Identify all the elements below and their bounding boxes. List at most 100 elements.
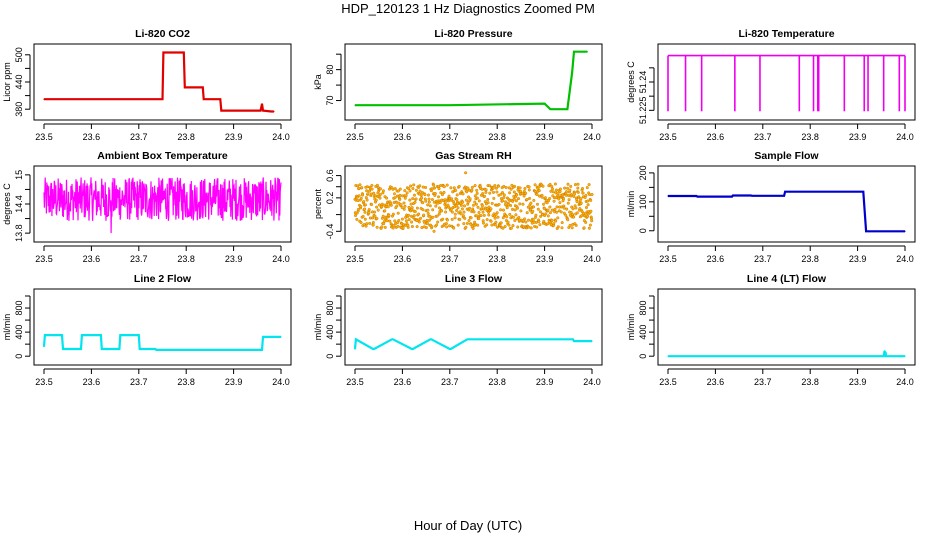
data-point xyxy=(391,212,395,216)
data-point xyxy=(504,185,508,189)
data-point xyxy=(154,348,156,350)
data-point xyxy=(413,200,417,204)
data-point xyxy=(466,338,468,340)
data-point xyxy=(540,195,544,199)
data-point xyxy=(470,188,474,192)
data-point xyxy=(579,201,583,205)
data-point xyxy=(567,225,571,229)
data-point xyxy=(356,199,360,203)
x-tick-label: 23.7 xyxy=(130,377,148,387)
data-point xyxy=(415,225,419,229)
data-point xyxy=(425,221,429,225)
data-point xyxy=(412,183,416,187)
data-point xyxy=(370,187,374,191)
data-point xyxy=(375,216,379,220)
y-axis-label: ml/min xyxy=(626,191,636,218)
x-tick-label: 23.5 xyxy=(659,132,677,142)
data-point xyxy=(546,208,550,212)
y-tick-label: 0 xyxy=(638,354,648,359)
data-point xyxy=(548,196,552,200)
data-point xyxy=(565,207,569,211)
data-point xyxy=(553,182,557,186)
data-point xyxy=(506,220,510,224)
data-point xyxy=(365,198,369,202)
data-point xyxy=(473,194,477,198)
data-point xyxy=(424,185,428,189)
data-point xyxy=(398,187,402,191)
data-point xyxy=(586,51,588,53)
series-sample xyxy=(667,190,906,233)
data-point xyxy=(562,206,566,210)
data-point xyxy=(81,334,83,336)
data-point xyxy=(365,222,369,226)
data-point xyxy=(357,194,361,198)
data-point xyxy=(568,223,572,227)
panel-title: Sample Flow xyxy=(754,150,819,162)
data-point xyxy=(432,183,436,187)
panel-title: Line 2 Flow xyxy=(134,273,192,285)
data-point xyxy=(433,191,437,195)
data-point xyxy=(354,213,358,217)
data-point xyxy=(475,188,479,192)
data-point xyxy=(524,220,528,224)
data-point xyxy=(438,206,442,210)
x-axis: 23.5 23.6 23.7 23.8 23.9 24.0 xyxy=(35,123,290,142)
data-point xyxy=(536,202,540,206)
data-point xyxy=(526,205,530,209)
data-point xyxy=(380,225,384,229)
data-point xyxy=(548,211,552,215)
data-point xyxy=(444,210,448,214)
x-tick-label: 23.6 xyxy=(394,377,412,387)
data-point xyxy=(481,219,485,223)
data-point xyxy=(571,207,575,211)
series-line xyxy=(355,50,588,111)
data-point xyxy=(440,193,444,197)
data-point xyxy=(568,188,572,192)
data-point xyxy=(419,193,423,197)
data-point xyxy=(455,208,459,212)
series-co2 xyxy=(43,51,275,113)
data-point xyxy=(515,193,519,197)
y-tick-label: 51.225 xyxy=(638,97,648,125)
x-axis: 23.5 23.6 23.7 23.8 23.9 24.0 xyxy=(346,368,601,387)
data-point xyxy=(423,193,427,197)
data-point xyxy=(378,193,382,197)
x-tick-label: 23.7 xyxy=(754,132,772,142)
data-point xyxy=(260,110,262,112)
data-point xyxy=(354,348,356,350)
data-point xyxy=(576,182,580,186)
panel-co2: Li-820 CO2 23.5 23.6 23.7 23.8 23.9 24.0 380 440… xyxy=(2,28,292,142)
data-point xyxy=(203,98,205,100)
data-point xyxy=(574,206,578,210)
data-point xyxy=(456,206,460,210)
data-point xyxy=(393,192,397,196)
x-tick-label: 23.8 xyxy=(801,377,819,387)
data-point xyxy=(364,224,368,228)
data-point xyxy=(501,216,505,220)
data-point xyxy=(202,86,204,88)
data-point xyxy=(404,219,408,223)
data-point xyxy=(475,196,479,200)
data-point xyxy=(262,110,264,112)
data-point xyxy=(884,350,886,352)
x-tick-label: 23.9 xyxy=(225,132,243,142)
data-point xyxy=(585,205,589,209)
y-tick-label: 80 xyxy=(325,65,335,75)
data-point xyxy=(450,197,454,201)
data-point xyxy=(398,197,402,201)
data-point xyxy=(497,184,501,188)
data-point xyxy=(490,201,494,205)
data-point xyxy=(119,334,121,336)
data-point xyxy=(419,216,423,220)
x-axis: 23.5 23.6 23.7 23.8 23.9 24.0 xyxy=(346,123,601,142)
panel-title: Li-820 CO2 xyxy=(135,28,190,40)
data-point xyxy=(465,190,469,194)
x-tick-label: 23.7 xyxy=(754,377,772,387)
data-point xyxy=(527,218,531,222)
x-tick-label: 23.8 xyxy=(177,254,195,264)
data-point xyxy=(357,186,361,190)
data-point xyxy=(492,190,496,194)
data-point xyxy=(155,349,157,351)
plot-frame xyxy=(344,165,603,243)
